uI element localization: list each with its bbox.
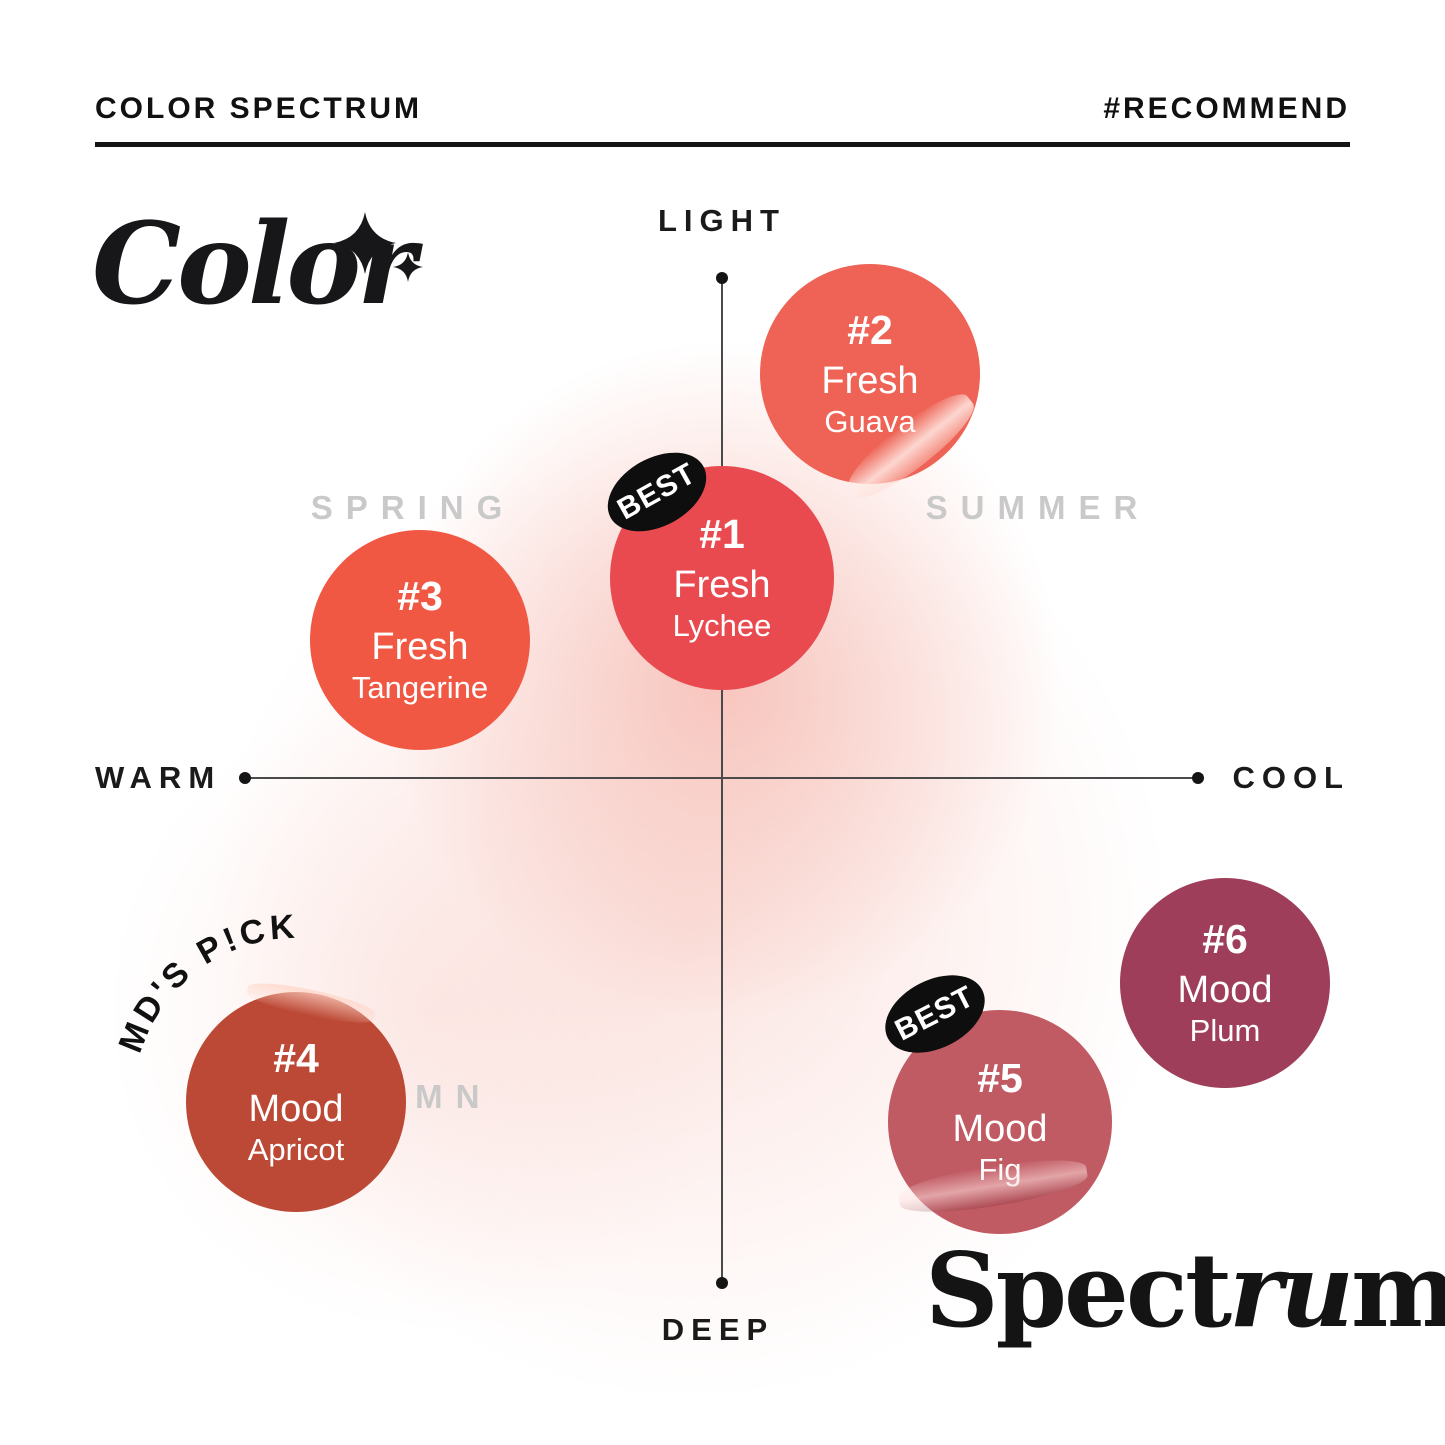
shade-number: #2 — [847, 306, 893, 353]
axis-label-warm: WARM — [95, 760, 222, 795]
shade-number: #1 — [699, 510, 745, 557]
shade-line: Fresh — [821, 359, 919, 402]
axis-endpoint-top — [716, 272, 728, 284]
shade-name: Fig — [978, 1152, 1022, 1188]
header-hashtag: #RECOMMEND — [1103, 92, 1350, 125]
quadrant-label-summer: SUMMER — [925, 489, 1151, 526]
axis-endpoint-left — [239, 772, 251, 784]
shade-line: Mood — [1177, 968, 1273, 1011]
horizontal-axis — [245, 777, 1198, 779]
shade-line: Fresh — [673, 563, 771, 606]
spectrum-logo-italic: ru — [1229, 1231, 1354, 1351]
spectrum-logo-pre: Spect — [925, 1231, 1232, 1351]
shade-name: Tangerine — [351, 670, 489, 706]
header-title: COLOR SPECTRUM — [95, 92, 422, 125]
shade-name: Lychee — [672, 608, 772, 644]
shade-circle-fresh-tangerine: #3 Fresh Tangerine — [310, 530, 530, 750]
mds-pick-label: MD'S P!CK — [111, 908, 295, 1058]
shade-line: Mood — [952, 1107, 1048, 1150]
axis-endpoint-bottom — [716, 1277, 728, 1289]
shade-name: Plum — [1189, 1013, 1261, 1049]
sparkle-icon — [334, 212, 423, 282]
shade-circle-mood-plum: #6 Mood Plum — [1120, 878, 1330, 1088]
shade-number: #5 — [977, 1054, 1023, 1101]
mds-pick-badge: MD'S P!CK — [111, 908, 299, 1058]
shade-line: Fresh — [371, 625, 469, 668]
vertical-axis — [721, 278, 723, 1283]
svg-text:MD'S P!CK: MD'S P!CK — [111, 908, 299, 1058]
shade-circle-fresh-guava: #2 Fresh Guava — [760, 264, 984, 510]
spectrum-logo-post: m — [1351, 1231, 1445, 1351]
shade-number: #6 — [1202, 915, 1248, 962]
quadrant-label-spring: SPRING — [310, 489, 516, 526]
header-rule — [95, 142, 1350, 147]
axis-endpoint-right — [1192, 772, 1204, 784]
axis-label-cool: COOL — [1232, 760, 1350, 795]
axis-label-deep: DEEP — [661, 1312, 775, 1347]
axis-label-light: LIGHT — [658, 203, 786, 238]
shade-number: #3 — [397, 572, 443, 619]
shade-name: Guava — [824, 404, 916, 440]
spectrum-logo: Spectrum — [925, 1231, 1445, 1351]
